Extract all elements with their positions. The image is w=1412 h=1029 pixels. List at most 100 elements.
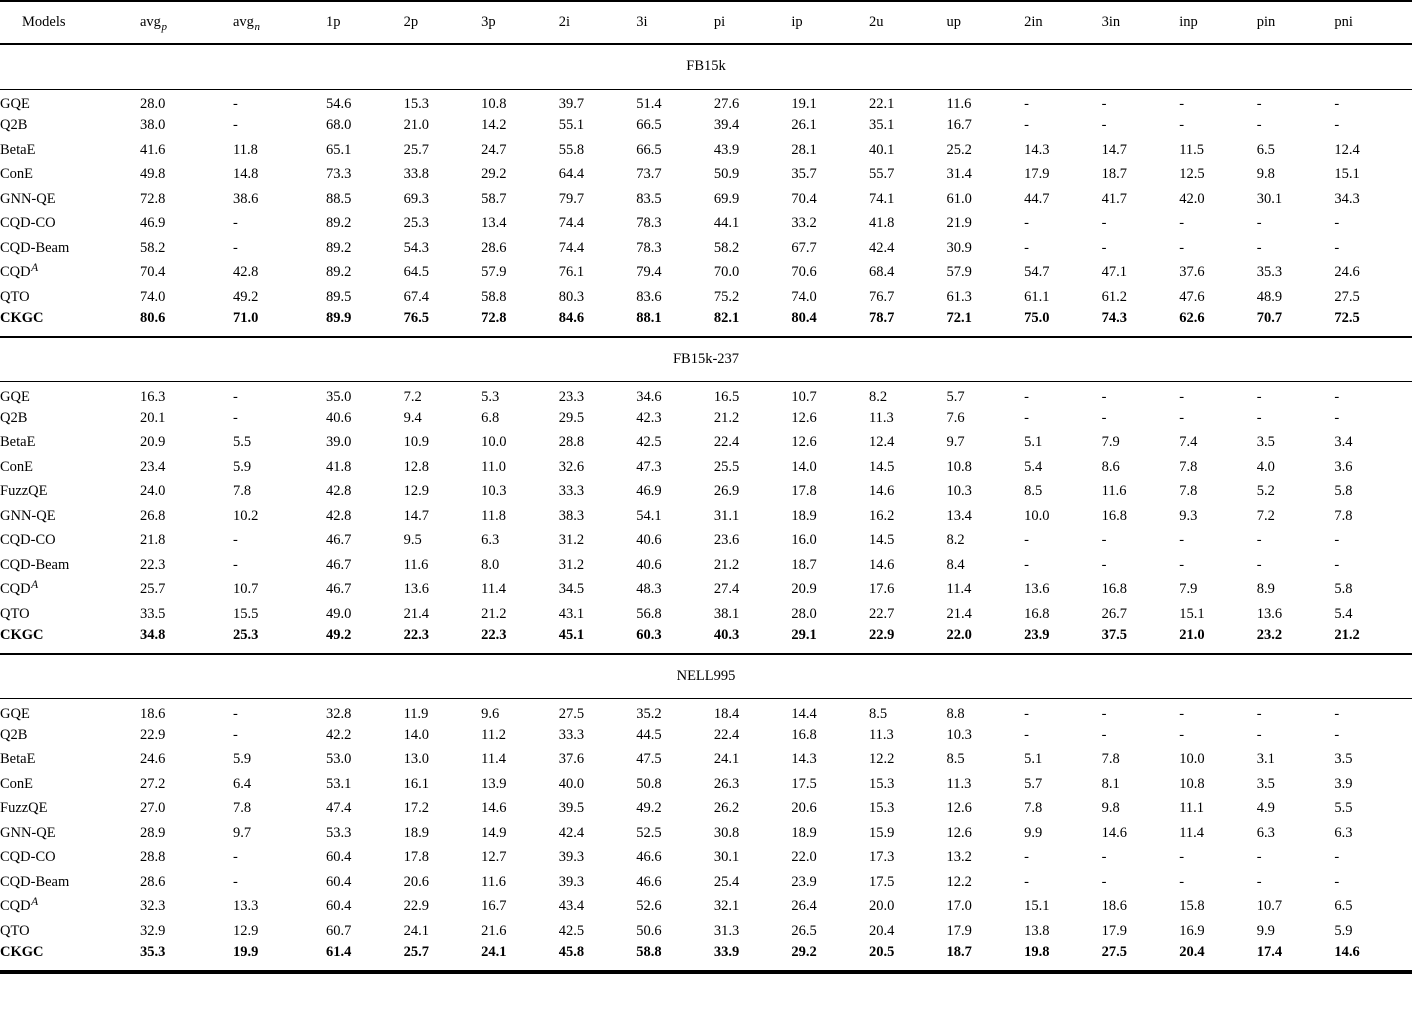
metric-value-cell: 16.8 xyxy=(1024,605,1050,622)
metric-value-cell: 22.7 xyxy=(868,605,895,622)
metric-value-cell: 19.1 xyxy=(791,96,817,112)
metric-value-cell: 10.0 xyxy=(1024,507,1050,524)
metric-value-cell: 28.8 xyxy=(140,849,166,866)
metric-value-cell: - xyxy=(1256,532,1262,549)
metric-value-cell: 54.1 xyxy=(636,507,662,524)
model-name-cell: ConE xyxy=(0,772,140,797)
metric-value-cell: 14.7 xyxy=(403,507,429,524)
metric-value-cell: 18.9 xyxy=(791,824,817,841)
table-row: CQD-CO 28.8 - 60.4 17.8 12.7 39.3 46.6 30.1 22.0 1… xyxy=(0,846,1412,871)
metric-value-cell: 15.9 xyxy=(868,824,895,841)
metric-value-cell: 31.1 xyxy=(713,507,740,524)
metric-value-cell: 25.7 xyxy=(403,943,429,960)
metric-value-cell: 40.6 xyxy=(636,556,662,573)
metric-value-cell: 15.1 xyxy=(1179,605,1205,622)
metric-value-cell: 28.1 xyxy=(791,141,817,158)
table-row: CKGC 35.3 19.9 61.4 25.7 24.1 45.8 58.8 33.9 29.2… xyxy=(0,944,1412,972)
metric-value-cell: 80.3 xyxy=(558,288,585,305)
metric-value-cell: 12.9 xyxy=(403,483,429,500)
metric-value-cell: 14.5 xyxy=(868,458,895,475)
model-name: CQD-Beam xyxy=(0,873,70,890)
metric-value-cell: - xyxy=(1101,117,1107,134)
metric-value-cell: 38.0 xyxy=(140,117,166,134)
metric-value-cell: 17.9 xyxy=(946,922,972,939)
metric-value-cell: 46.7 xyxy=(326,556,352,573)
metric-value-cell: 5.4 xyxy=(1334,605,1353,622)
metric-value-cell: 22.3 xyxy=(481,626,507,643)
metric-value-cell: 17.9 xyxy=(1024,166,1050,183)
metric-value-cell: 26.5 xyxy=(791,922,817,939)
metric-value-cell: 10.8 xyxy=(946,458,972,475)
metric-value-cell: 5.9 xyxy=(233,458,252,475)
metric-value-cell: 17.5 xyxy=(868,873,895,890)
model-name: GQE xyxy=(0,96,30,112)
metric-value-cell: 53.0 xyxy=(326,751,352,768)
model-name-superscript: A xyxy=(31,262,39,275)
header-row: Models avgp avgn 1p 2p 3p 2i 3i pi ip 2u up 2in 3in in… xyxy=(0,1,1412,44)
metric-value-cell: 9.8 xyxy=(1101,800,1120,817)
metric-value-cell: 35.3 xyxy=(1256,264,1283,281)
metric-value-cell: 31.2 xyxy=(558,532,585,549)
metric-value-cell: - xyxy=(1256,873,1262,890)
model-name: GQE xyxy=(0,388,30,405)
metric-value-cell: 10.7 xyxy=(791,388,817,405)
metric-value-cell: 68.0 xyxy=(326,117,352,134)
metric-value-cell: 43.9 xyxy=(713,141,740,158)
results-table: Models avgp avgn 1p 2p 3p 2i 3i pi ip 2u up 2in 3in in… xyxy=(0,0,1412,974)
metric-value-cell: 28.6 xyxy=(481,239,507,256)
metric-value-cell: 49.8 xyxy=(140,166,166,183)
metric-value-cell: 3.5 xyxy=(1334,751,1353,768)
model-name-cell: GNN-QE xyxy=(0,187,140,212)
table-row: GNN-QE 26.8 10.2 42.8 14.7 11.8 38.3 54.1 31.1 18… xyxy=(0,504,1412,529)
metric-value-cell: 42.8 xyxy=(233,264,259,281)
metric-value-cell: - xyxy=(233,117,238,134)
metric-value-cell: 33.8 xyxy=(403,166,429,183)
metric-value-cell: 89.5 xyxy=(326,288,352,305)
metric-value-cell: 60.4 xyxy=(326,898,352,915)
metric-value-cell: 88.5 xyxy=(326,190,352,207)
metric-value-cell: 7.9 xyxy=(1179,581,1198,598)
model-name: CQD-Beam xyxy=(0,556,70,573)
column-header-models: Models xyxy=(0,1,140,44)
metric-value-cell: - xyxy=(1179,239,1185,256)
model-name-cell: Q2B xyxy=(0,406,140,431)
metric-value-cell: 19.8 xyxy=(1024,943,1050,960)
table-row: GQE 28.0 - 54.6 15.3 10.8 39.7 51.4 27.6 19.1 22.1… xyxy=(0,89,1412,114)
metric-value-cell: 24.1 xyxy=(713,751,740,768)
metric-value-cell: 12.6 xyxy=(791,409,817,426)
model-name-cell: GNN-QE xyxy=(0,504,140,529)
metric-value-cell: 25.5 xyxy=(713,458,740,475)
metric-value-cell: 10.8 xyxy=(481,96,507,112)
model-name-cell: QTO xyxy=(0,919,140,944)
metric-value-cell: 64.4 xyxy=(558,166,585,183)
metric-value-cell: 7.8 xyxy=(1024,800,1043,817)
metric-value-cell: - xyxy=(233,409,238,426)
metric-value-cell: 7.8 xyxy=(233,483,252,500)
metric-value-cell: 61.3 xyxy=(946,288,972,305)
model-name-cell: GQE xyxy=(0,382,140,407)
metric-value-cell: 3.9 xyxy=(1334,775,1353,792)
metric-value-cell: 58.8 xyxy=(481,288,507,305)
metric-value-cell: 61.4 xyxy=(326,943,352,960)
metric-value-cell: 16.1 xyxy=(403,775,429,792)
metric-value-cell: 10.8 xyxy=(1179,775,1205,792)
column-header-label: 3i xyxy=(636,14,648,30)
metric-value-cell: 16.8 xyxy=(791,726,817,743)
metric-value-cell: 66.5 xyxy=(636,141,662,158)
metric-value-cell: 7.9 xyxy=(1101,434,1120,451)
column-header-pi: pi xyxy=(714,1,792,44)
metric-value-cell: 13.9 xyxy=(481,775,507,792)
column-header-pni: pni xyxy=(1334,1,1412,44)
metric-value-cell: 33.3 xyxy=(558,726,585,743)
metric-value-cell: 34.5 xyxy=(558,581,585,598)
metric-value-cell: - xyxy=(1334,117,1340,134)
model-name-cell: GQE xyxy=(0,89,140,114)
metric-value-cell: 27.5 xyxy=(1101,943,1127,960)
metric-value-cell: 42.4 xyxy=(558,824,585,841)
metric-value-cell: 5.1 xyxy=(1024,751,1043,768)
metric-value-cell: 13.6 xyxy=(1256,605,1283,622)
metric-value-cell: 6.3 xyxy=(1256,824,1275,841)
metric-value-cell: 11.3 xyxy=(868,726,894,743)
metric-value-cell: 12.4 xyxy=(1334,141,1360,158)
metric-value-cell: 50.6 xyxy=(636,922,662,939)
